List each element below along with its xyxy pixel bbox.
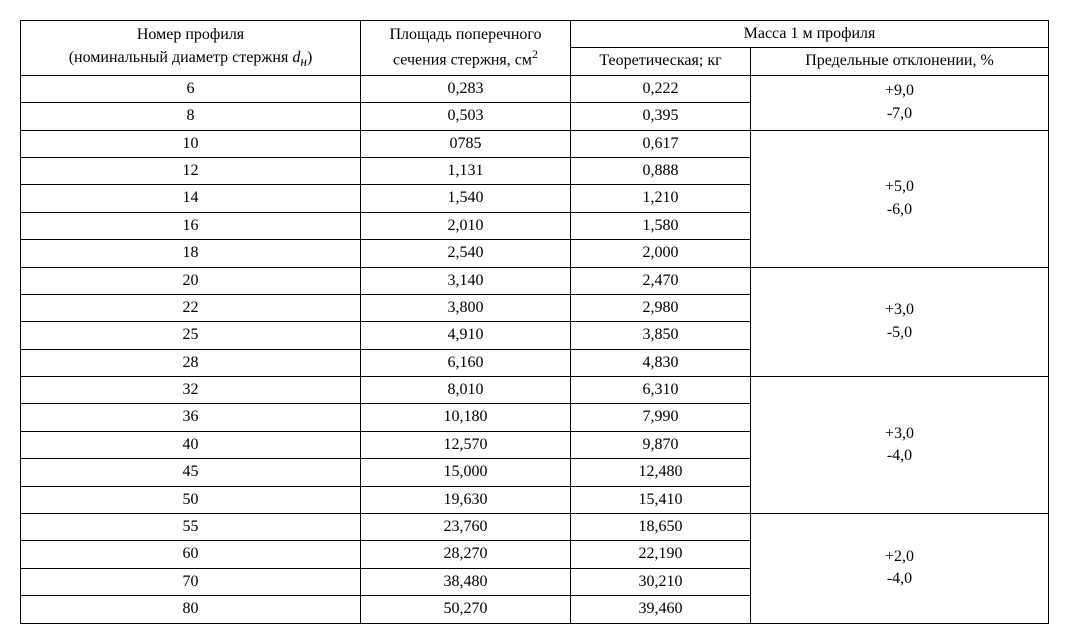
header-area: Площадь поперечного сечения стержня, см2 (361, 21, 571, 76)
header-mass-deviation: Предельные отклонении, % (751, 48, 1049, 75)
cell-mass-deviation: +2,0 -4,0 (751, 514, 1049, 624)
cell-mass-theoretical: 3,850 (571, 322, 751, 349)
deviation-plus: +5,0 (885, 178, 914, 195)
cell-area: 28,270 (361, 541, 571, 568)
table-row: 203,1402,470+3,0-5,0 (21, 267, 1049, 294)
deviation-plus: +2,0 (885, 548, 914, 565)
cell-profile: 8 (21, 103, 361, 130)
deviation-minus: -6,0 (887, 201, 912, 218)
cell-area: 1,131 (361, 157, 571, 184)
cell-mass-theoretical: 0,617 (571, 130, 751, 157)
cell-profile: 40 (21, 431, 361, 458)
table-row: 1007850,617+5,0-6,0 (21, 130, 1049, 157)
cell-profile: 25 (21, 322, 361, 349)
cell-mass-theoretical: 6,310 (571, 377, 751, 404)
table-row: 5523,76018,650+2,0-4,0 (21, 514, 1049, 541)
header-mass: Масса 1 м профиля (571, 21, 1049, 48)
cell-mass-theoretical: 18,650 (571, 514, 751, 541)
cell-profile: 16 (21, 212, 361, 239)
cell-mass-theoretical: 39,460 (571, 596, 751, 623)
header-mass-label: Масса 1 м профиля (744, 25, 876, 42)
cell-mass-theoretical: 1,580 (571, 212, 751, 239)
cell-profile: 70 (21, 568, 361, 595)
cell-area: 15,000 (361, 459, 571, 486)
cell-area: 19,630 (361, 486, 571, 513)
cell-profile: 36 (21, 404, 361, 431)
header-area-sup: 2 (532, 47, 538, 61)
cell-mass-theoretical: 2,980 (571, 294, 751, 321)
cell-area: 10,180 (361, 404, 571, 431)
table-row: 328,0106,310+3,0-4,0 (21, 377, 1049, 404)
header-mass-theoretical: Теоретическая; кг (571, 48, 751, 75)
cell-profile: 32 (21, 377, 361, 404)
header-area-line1: Площадь поперечного (389, 26, 541, 43)
cell-mass-theoretical: 2,000 (571, 240, 751, 267)
cell-profile: 45 (21, 459, 361, 486)
cell-profile: 20 (21, 267, 361, 294)
cell-area: 8,010 (361, 377, 571, 404)
cell-area: 38,480 (361, 568, 571, 595)
cell-profile: 14 (21, 185, 361, 212)
deviation-plus: +3,0 (885, 425, 914, 442)
deviation-minus: -7,0 (887, 105, 912, 122)
cell-profile: 10 (21, 130, 361, 157)
cell-mass-theoretical: 2,470 (571, 267, 751, 294)
table-header: Номер профиля (номинальный диаметр стерж… (21, 21, 1049, 76)
cell-area: 0,283 (361, 75, 571, 102)
deviation-minus: -4,0 (887, 570, 912, 587)
cell-area: 23,760 (361, 514, 571, 541)
cell-area: 2,540 (361, 240, 571, 267)
header-area-line2-pre: сечения стержня, см (393, 52, 532, 69)
cell-profile: 18 (21, 240, 361, 267)
cell-profile: 6 (21, 75, 361, 102)
cell-mass-theoretical: 12,480 (571, 459, 751, 486)
cell-area: 6,160 (361, 349, 571, 376)
cell-area: 3,800 (361, 294, 571, 321)
cell-profile: 12 (21, 157, 361, 184)
cell-profile: 50 (21, 486, 361, 513)
header-profile-line1: Номер профиля (137, 26, 244, 43)
deviation-plus: +3,0 (885, 301, 914, 318)
cell-mass-theoretical: 9,870 (571, 431, 751, 458)
cell-profile: 55 (21, 514, 361, 541)
cell-mass-deviation: +3,0 -5,0 (751, 267, 1049, 377)
cell-area: 3,140 (361, 267, 571, 294)
header-profile-sub: н (300, 54, 307, 69)
header-profile: Номер профиля (номинальный диаметр стерж… (21, 21, 361, 76)
cell-mass-deviation: +3,0 -4,0 (751, 377, 1049, 514)
cell-mass-theoretical: 30,210 (571, 568, 751, 595)
cell-area: 4,910 (361, 322, 571, 349)
cell-mass-deviation: +5,0 -6,0 (751, 130, 1049, 267)
table-row: 60,2830,222+9,0-7,0 (21, 75, 1049, 102)
cell-area: 1,540 (361, 185, 571, 212)
deviation-plus: +9,0 (885, 82, 914, 99)
cell-profile: 60 (21, 541, 361, 568)
profile-table: Номер профиля (номинальный диаметр стерж… (20, 20, 1049, 624)
cell-mass-theoretical: 22,190 (571, 541, 751, 568)
cell-mass-theoretical: 0,888 (571, 157, 751, 184)
cell-mass-theoretical: 0,395 (571, 103, 751, 130)
deviation-minus: -4,0 (887, 447, 912, 464)
header-profile-line2-pre: (номинальный диаметр стержня (69, 49, 293, 66)
cell-mass-theoretical: 1,210 (571, 185, 751, 212)
cell-mass-deviation: +9,0 -7,0 (751, 75, 1049, 130)
header-profile-line2-post: ) (307, 49, 312, 66)
table-body: 60,2830,222+9,0-7,080,5030,3951007850,61… (21, 75, 1049, 623)
cell-mass-theoretical: 7,990 (571, 404, 751, 431)
cell-profile: 80 (21, 596, 361, 623)
cell-profile: 28 (21, 349, 361, 376)
deviation-minus: -5,0 (887, 324, 912, 341)
cell-mass-theoretical: 4,830 (571, 349, 751, 376)
cell-area: 0785 (361, 130, 571, 157)
cell-area: 2,010 (361, 212, 571, 239)
cell-mass-theoretical: 0,222 (571, 75, 751, 102)
cell-area: 50,270 (361, 596, 571, 623)
cell-profile: 22 (21, 294, 361, 321)
cell-mass-theoretical: 15,410 (571, 486, 751, 513)
cell-area: 0,503 (361, 103, 571, 130)
cell-area: 12,570 (361, 431, 571, 458)
